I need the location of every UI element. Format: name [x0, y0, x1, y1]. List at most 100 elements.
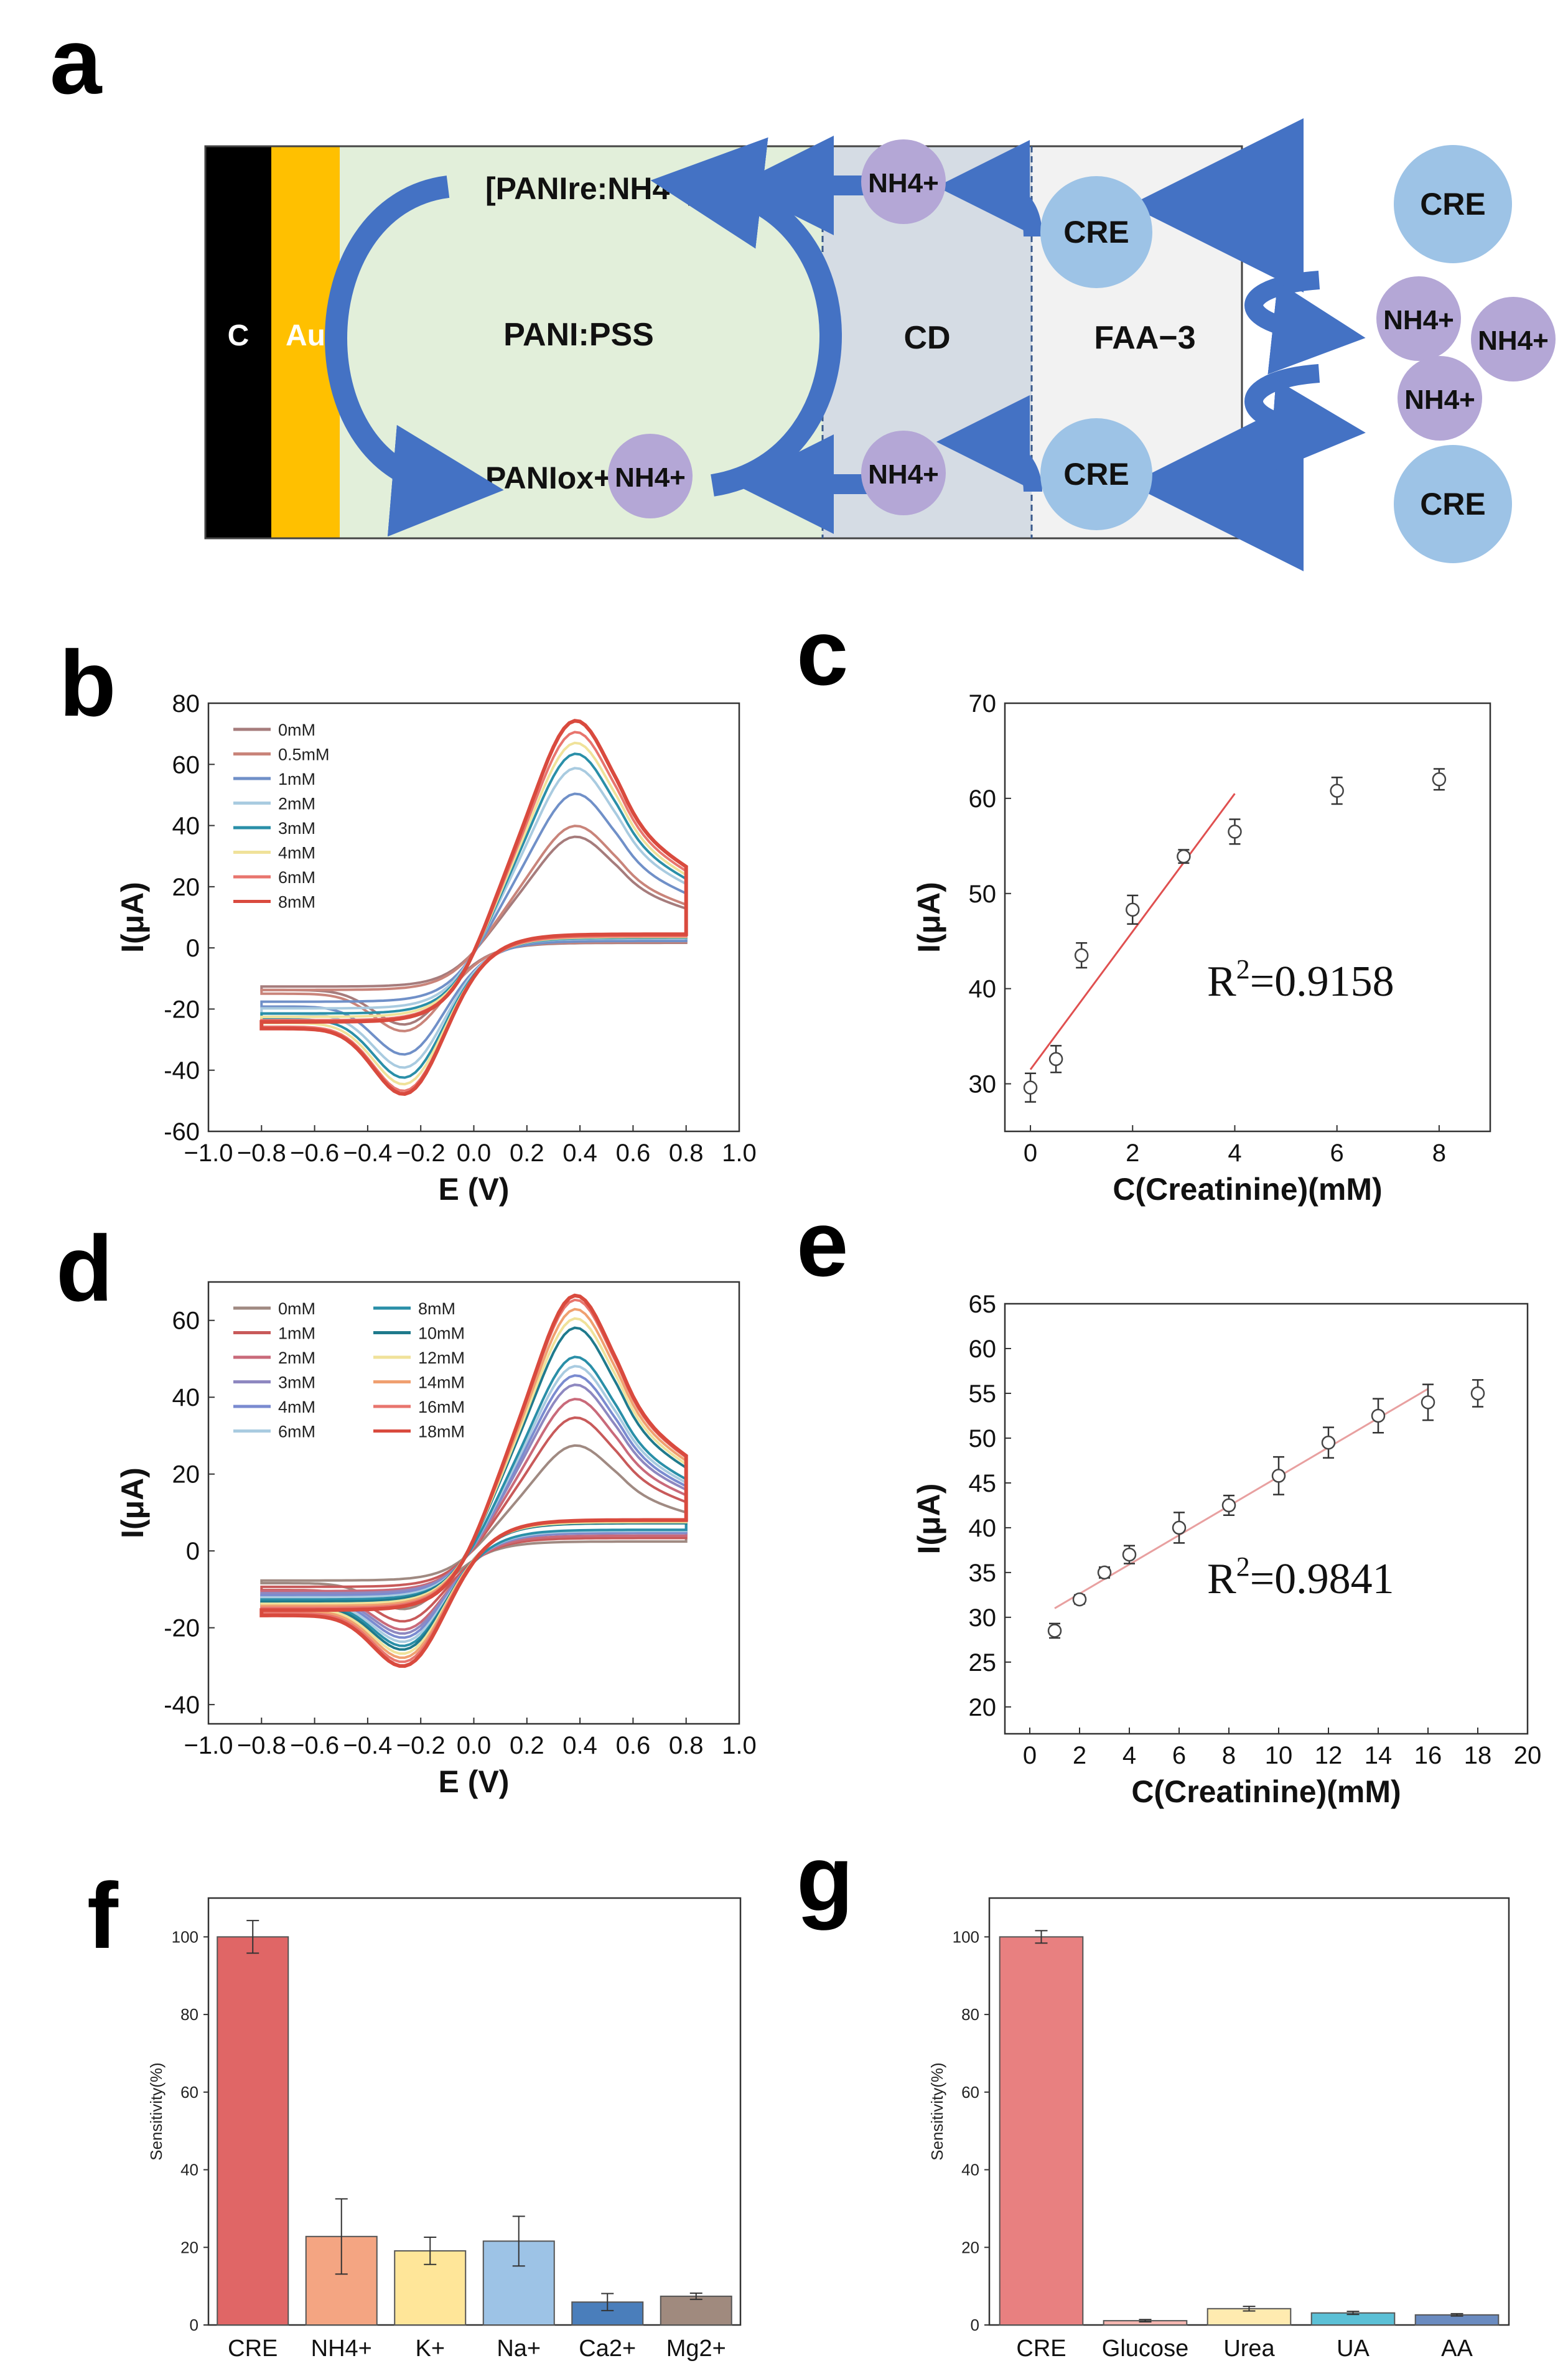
bar-CRE — [217, 1936, 289, 2326]
pani-oxidized-label: PANIox+ — [485, 461, 612, 495]
cv-curve-0.5mM — [260, 825, 688, 1032]
x-tick-label: 0.6 — [616, 1139, 651, 1167]
panel-label-d: d — [56, 1216, 113, 1321]
cv-curve-16mM — [260, 1298, 688, 1663]
y-tick-label: 80 — [961, 2005, 979, 2024]
y-tick-label: 60 — [969, 1335, 997, 1363]
cv-curve-1mM — [260, 1416, 688, 1623]
r-squared-part: =0.9841 — [1250, 1555, 1394, 1603]
data-point — [1097, 1565, 1112, 1580]
y-tick-label: 20 — [172, 1461, 200, 1489]
x-tick-label: 0.4 — [562, 1732, 597, 1759]
legend-label: 12mM — [418, 1349, 465, 1367]
y-tick-label: 0 — [190, 2316, 198, 2334]
nh4-circle: NH4+ — [861, 139, 946, 224]
data-point — [1321, 1435, 1336, 1450]
y-axis-label: Sensitivity(%) — [147, 2062, 166, 2160]
svg-text:CRE: CRE — [1420, 187, 1486, 222]
category-label: Ca2+ — [579, 2336, 636, 2362]
data-point — [1432, 772, 1447, 787]
x-tick-label: −1.0 — [184, 1732, 233, 1759]
legend-label: 14mM — [418, 1373, 465, 1392]
nh4-circle: NH4+ — [861, 431, 946, 515]
y-tick-label: -40 — [164, 1057, 200, 1085]
legend-label: 8mM — [418, 1299, 455, 1318]
fit-line — [1054, 1388, 1429, 1609]
y-tick-label: 55 — [969, 1380, 997, 1408]
legend-label: 18mM — [418, 1423, 465, 1441]
layer-label-faa3: FAA−3 — [1094, 320, 1195, 356]
data-point — [1271, 1469, 1286, 1483]
bar-Mg2+ — [660, 2295, 732, 2326]
plot-frame — [1004, 702, 1491, 1133]
plot-frame — [1004, 1303, 1529, 1735]
x-tick-label: 2 — [1126, 1139, 1139, 1167]
legend-label: 0.5mM — [278, 746, 330, 764]
cv-curve-0mM — [260, 1444, 688, 1611]
y-tick-label: 40 — [961, 2161, 979, 2179]
data-point — [1122, 1547, 1137, 1562]
category-label: K+ — [415, 2336, 445, 2362]
y-tick-label: 45 — [969, 1470, 997, 1497]
category-label: CRE — [228, 2336, 278, 2362]
cv-curve-14mM — [260, 1307, 688, 1659]
carbon-layer — [205, 146, 271, 538]
bar-CRE — [999, 1936, 1084, 2326]
svg-text:NH4+: NH4+ — [1478, 325, 1549, 356]
legend-label: 0mM — [278, 721, 315, 739]
nh4-circle: NH4+ — [608, 434, 693, 518]
cv-curve-2mM — [260, 1398, 688, 1631]
cre-circle: CRE — [1394, 445, 1512, 563]
x-tick-label: −1.0 — [184, 1139, 233, 1167]
curved-arrow-cre-bottom — [936, 395, 1042, 492]
plot-frame — [207, 1897, 742, 2326]
y-tick-label: 50 — [969, 881, 997, 908]
x-axis-label: E (V) — [439, 1172, 510, 1207]
data-point — [1228, 825, 1242, 839]
x-tick-label: −0.2 — [396, 1732, 446, 1759]
data-point — [1177, 849, 1191, 864]
r-squared-label: R2=0.9841 — [1207, 1551, 1394, 1603]
data-point — [1074, 948, 1089, 963]
nh4-circle: NH4+ — [1376, 276, 1461, 361]
x-tick-label: 20 — [1514, 1742, 1542, 1769]
panel-label-g: g — [796, 1826, 854, 1930]
svg-text:NH4+: NH4+ — [868, 168, 939, 199]
x-tick-label: 8 — [1222, 1742, 1236, 1769]
plot-frame — [207, 702, 740, 1133]
y-tick-label: 100 — [953, 1927, 979, 1946]
x-tick-label: −0.2 — [396, 1139, 446, 1167]
curved-arrow-out-bottom — [1244, 364, 1366, 473]
y-tick-label: 40 — [969, 976, 997, 1003]
legend-label: 0mM — [278, 1299, 315, 1318]
y-axis-label: Sensitivity(%) — [928, 2062, 946, 2160]
x-tick-label: 2 — [1073, 1742, 1086, 1769]
data-point — [1023, 1080, 1038, 1095]
x-tick-label: −0.6 — [290, 1732, 339, 1759]
category-label: NH4+ — [311, 2336, 372, 2362]
x-tick-label: −0.4 — [343, 1139, 392, 1167]
y-tick-label: 20 — [969, 1694, 997, 1721]
legend-label: 2mM — [278, 1349, 315, 1367]
svg-text:NH4+: NH4+ — [1404, 385, 1475, 415]
category-label: AA — [1441, 2336, 1473, 2362]
x-axis-label: E (V) — [439, 1764, 510, 1799]
data-point — [1048, 1052, 1063, 1067]
cre-circle: CRE — [1394, 145, 1512, 263]
x-tick-label: −0.8 — [237, 1139, 286, 1167]
data-point — [1470, 1386, 1485, 1401]
curved-arrow-cre-top — [936, 140, 1042, 237]
panel-label-b: b — [59, 631, 116, 736]
data-point — [1330, 783, 1344, 798]
sensor-diagram: C Au PANI:PSS CD FAA−3 [PANIre:NH4+] PAN… — [204, 118, 1556, 571]
layer-label-au: Au — [286, 319, 325, 352]
y-axis-label: I(μA) — [912, 882, 946, 953]
data-point — [1047, 1624, 1062, 1638]
x-tick-label: 12 — [1315, 1742, 1343, 1769]
y-tick-label: 60 — [172, 1307, 200, 1335]
x-tick-label: 18 — [1464, 1742, 1492, 1769]
x-tick-label: 6 — [1330, 1139, 1344, 1167]
category-label: Urea — [1223, 2336, 1275, 2362]
chart-selectivity-f: 0 20 40 60 80 100 Sensitivity(%) CRE NH4+ K+ Na+ Ca… — [147, 1897, 742, 2362]
